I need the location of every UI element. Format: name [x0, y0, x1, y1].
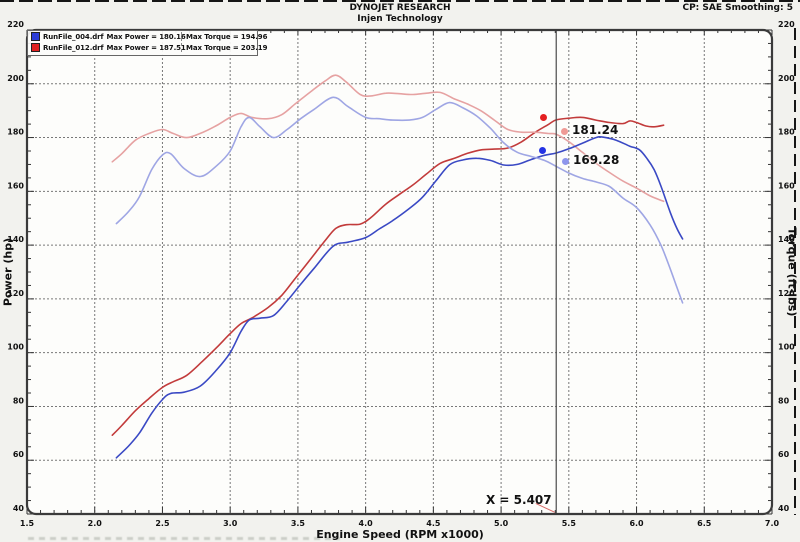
- legend-box: RunFile_004.drf Max Power = 180.16 Max T…: [27, 30, 267, 56]
- curve-power-blue: [115, 135, 684, 459]
- x-tick-label: 3.5: [291, 519, 306, 528]
- cursor-marker-dot: [562, 158, 569, 165]
- y-axis-title-power: Power (hp): [1, 237, 15, 307]
- legend-file-004: RunFile_004.drf: [43, 32, 104, 41]
- y-tick-label-left: 180: [7, 128, 24, 137]
- y-tick-label-right: 100: [778, 343, 795, 352]
- plot-area[interactable]: [27, 30, 772, 514]
- x-tick-label: 4.5: [426, 519, 441, 528]
- y-tick-label-right: 80: [778, 396, 790, 405]
- y-tick-label-right: 180: [778, 128, 795, 137]
- smoothing-mode-label: CP: SAE Smoothing: 5: [682, 3, 793, 13]
- curve-torque-red: [111, 74, 665, 203]
- y-tick-label-right: 40: [778, 504, 790, 513]
- legend-row-run004: RunFile_004.drf Max Power = 180.16 Max T…: [28, 31, 267, 42]
- y-tick-label-right: 160: [778, 181, 795, 190]
- legend-swatch-red: [31, 43, 40, 52]
- y-tick-label-left: 220: [7, 20, 24, 29]
- x-tick-label: 5.5: [562, 519, 577, 528]
- y-tick-label-right: 200: [778, 74, 795, 83]
- x-tick-label: 6.0: [629, 519, 644, 528]
- cursor-marker-dot: [561, 128, 568, 135]
- curve-torque-blue: [115, 96, 684, 304]
- cursor-marker-dot: [540, 114, 547, 121]
- cursor-marker-value: 181.24: [572, 123, 619, 137]
- x-tick-label: 2.5: [155, 519, 170, 528]
- brand-title: DYNOJET RESEARCH: [349, 3, 451, 13]
- y-tick-label-right: 60: [778, 450, 790, 459]
- legend-maxtorque-012: Max Torque = 203.19: [186, 43, 268, 52]
- x-tick-label: 2.0: [88, 519, 103, 528]
- plot-border: [25, 28, 774, 516]
- y-axis-title-torque: Torque (ft-lbs): [785, 227, 799, 317]
- window-right-border: [794, 28, 796, 515]
- cursor-readout-label: X = 5.407: [486, 493, 552, 507]
- legend-column-divider: [181, 43, 182, 52]
- y-tick-label-right: 140: [778, 235, 795, 244]
- y-tick-label-left: 160: [7, 181, 24, 190]
- legend-swatch-blue: [31, 32, 40, 41]
- x-tick-label: 6.5: [697, 519, 712, 528]
- y-tick-label-left: 140: [7, 235, 24, 244]
- legend-column-divider: [181, 32, 182, 41]
- y-tick-label-left: 100: [7, 343, 24, 352]
- window-top-border: [0, 0, 800, 2]
- y-tick-label-left: 120: [7, 289, 24, 298]
- cursor-marker-value: 169.28: [573, 153, 620, 167]
- curve-power-red: [111, 116, 665, 436]
- y-tick-label-left: 80: [13, 396, 25, 405]
- cropped-caption-remnant: [28, 537, 340, 540]
- legend-row-run012: RunFile_012.drf Max Power = 187.51 Max T…: [28, 42, 267, 53]
- y-tick-label-left: 200: [7, 74, 24, 83]
- x-tick-label: 7.0: [765, 519, 780, 528]
- legend-maxpower-012: Max Power = 187.51: [106, 43, 186, 52]
- x-tick-label: 4.0: [359, 519, 374, 528]
- y-tick-label-right: 120: [778, 289, 795, 298]
- cursor-marker-dot: [539, 147, 546, 154]
- legend-maxtorque-004: Max Torque = 194.96: [186, 32, 268, 41]
- x-tick-label: 1.5: [20, 519, 35, 528]
- y-tick-label-left: 40: [13, 504, 25, 513]
- x-axis-title: Engine Speed (RPM x1000): [316, 528, 484, 541]
- shop-subtitle: Injen Technology: [357, 14, 443, 24]
- legend-maxpower-004: Max Power = 180.16: [106, 32, 186, 41]
- legend-file-012: RunFile_012.drf: [43, 43, 104, 52]
- y-tick-label-right: 220: [778, 20, 795, 29]
- x-tick-label: 5.0: [494, 519, 509, 528]
- x-tick-label: 3.0: [223, 519, 238, 528]
- y-tick-label-left: 60: [13, 450, 25, 459]
